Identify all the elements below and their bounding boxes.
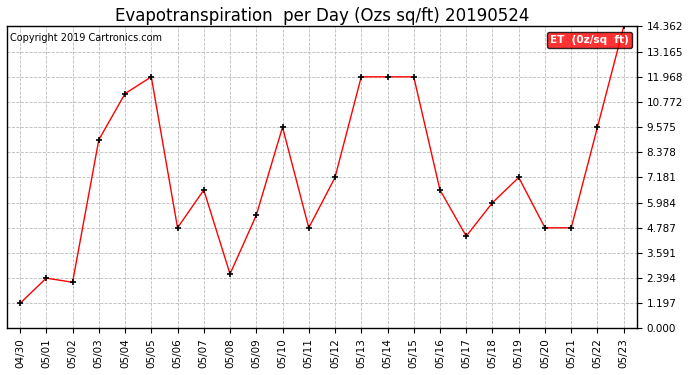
Text: Copyright 2019 Cartronics.com: Copyright 2019 Cartronics.com (10, 33, 162, 42)
Legend: ET  (0z/sq  ft): ET (0z/sq ft) (546, 32, 631, 48)
Title: Evapotranspiration  per Day (Ozs sq/ft) 20190524: Evapotranspiration per Day (Ozs sq/ft) 2… (115, 7, 529, 25)
